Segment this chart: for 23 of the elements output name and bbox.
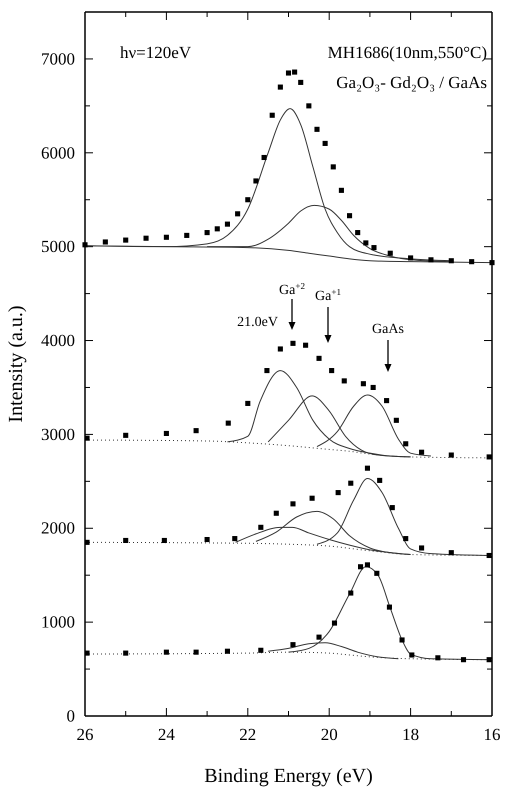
y-axis-title: Intensity (a.u.) xyxy=(5,305,27,423)
x-tick-label: 26 xyxy=(76,725,94,744)
annotation: GaAs xyxy=(372,322,404,337)
annotation: Ga$^{+1}$ xyxy=(314,287,342,304)
y-tick-label: 7000 xyxy=(41,49,75,68)
y-tick-label: 3000 xyxy=(41,424,75,444)
x-tick-label: 18 xyxy=(402,725,420,744)
y-tick-label: 2000 xyxy=(41,518,75,538)
x-axis-title: Binding Energy (eV) xyxy=(204,765,373,787)
annotation: Ga$^{+2}$ xyxy=(278,281,306,298)
x-tick-label: 16 xyxy=(484,725,500,744)
y-tick-label: 6000 xyxy=(41,143,75,162)
x-tick-label: 20 xyxy=(320,725,338,744)
y-tick-label: 4000 xyxy=(41,330,75,350)
y-tick-label: 0 xyxy=(66,706,75,726)
x-tick-label: 24 xyxy=(158,725,176,744)
y-tick-label: 5000 xyxy=(41,237,75,256)
x-tick-label: 22 xyxy=(239,725,256,744)
annotation: 21.0eV xyxy=(237,315,278,330)
annotation: MH1686(10nm,550°C) xyxy=(328,43,487,62)
annotation: hν=120eV xyxy=(120,43,192,62)
annotation: Ga₂O₃- Gd₂O₃ / GaAs xyxy=(336,73,487,92)
y-tick-label: 1000 xyxy=(41,612,75,632)
